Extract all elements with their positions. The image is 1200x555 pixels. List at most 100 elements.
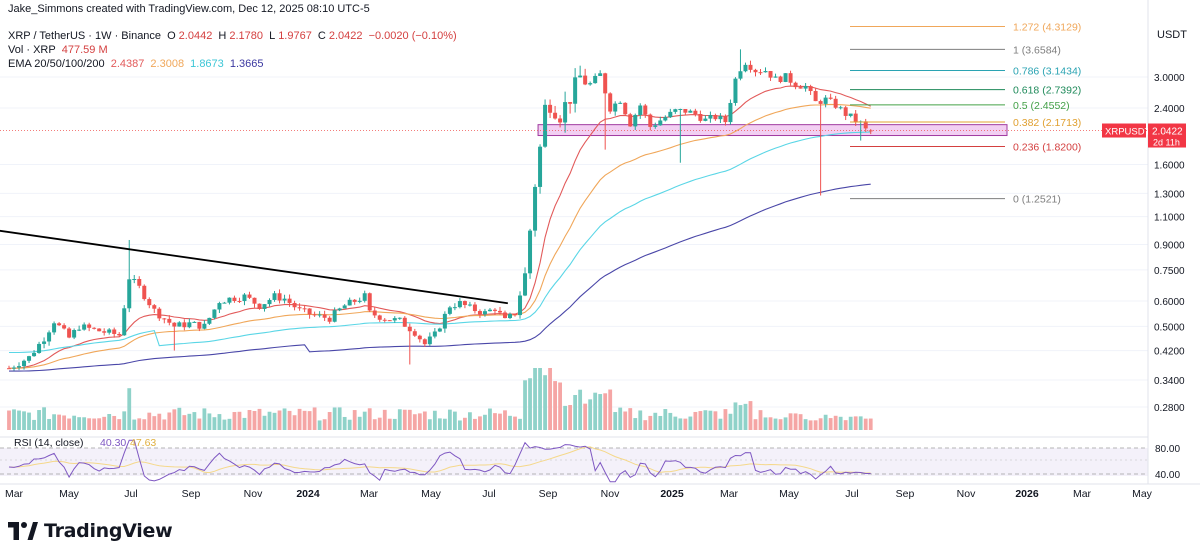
candle-body-148 xyxy=(748,64,753,70)
volume-bar-149 xyxy=(753,419,758,430)
candle-body-61 xyxy=(312,314,317,316)
time-tick-11: 2025 xyxy=(660,488,684,500)
volume-bar-9 xyxy=(52,414,56,430)
trendline[interactable] xyxy=(0,229,508,305)
candle-body-147 xyxy=(743,64,748,72)
volume-bar-18 xyxy=(97,418,102,430)
volume-bar-162 xyxy=(818,418,823,430)
volume-bar-147 xyxy=(743,403,748,430)
grid-lines xyxy=(0,76,1148,408)
volume-bar-62 xyxy=(317,420,322,430)
volume-bar-105 xyxy=(533,368,537,430)
volume-bar-4 xyxy=(27,412,31,430)
candle-body-136 xyxy=(688,110,693,113)
volume-bar-80 xyxy=(407,409,412,430)
symbol-tag-bg xyxy=(1102,123,1146,138)
fibonacci-retracement[interactable]: 1.272 (4.3129) 1 (3.6584) 0.786 (3.1434) 0.… xyxy=(0,21,1148,206)
volume-bar-114 xyxy=(578,389,583,430)
ema-legend[interactable]: EMA 20/50/100/200 2.4387 2.3008 1.8673 1… xyxy=(8,58,267,70)
candle-body-57 xyxy=(292,302,297,308)
volume-bar-35 xyxy=(182,415,187,430)
candlesticks[interactable] xyxy=(7,49,873,371)
candle-body-107 xyxy=(543,104,548,147)
price-tick-11: 0.2800 xyxy=(1154,403,1185,414)
candle-body-140 xyxy=(708,115,713,119)
volume-bar-48 xyxy=(247,410,252,430)
candle-body-46 xyxy=(237,300,242,302)
volume-bar-93 xyxy=(473,418,477,430)
candle-body-130 xyxy=(658,120,663,126)
candle-body-122 xyxy=(618,102,623,104)
candle-body-117 xyxy=(593,75,598,84)
price-tick-7: 0.6000 xyxy=(1154,297,1185,308)
volume-bar-60 xyxy=(307,411,312,430)
time-tick-19: May xyxy=(1132,488,1153,500)
volume-bar-50 xyxy=(257,408,262,430)
candle-body-88 xyxy=(447,307,452,314)
volume-bar-148 xyxy=(748,401,753,430)
price-axis[interactable]: USDT 3.0000 2.4000 1.6000 1.3000 1.1000 0.9000… xyxy=(1102,0,1187,484)
candle-body-123 xyxy=(623,102,628,115)
volume-bar-55 xyxy=(282,408,287,430)
candle-body-22 xyxy=(117,333,122,336)
volume-bar-45 xyxy=(232,412,237,430)
price-tick-4: 1.1000 xyxy=(1154,213,1185,224)
ema50-line xyxy=(9,103,871,369)
candle-body-154 xyxy=(778,76,783,82)
time-tick-5: 2024 xyxy=(296,488,320,500)
volume-bar-154 xyxy=(778,419,783,430)
currency-label: USDT xyxy=(1157,29,1187,41)
candle-body-102 xyxy=(518,295,523,316)
volume-legend[interactable]: Vol · XRP 477.59 M xyxy=(8,44,111,56)
time-axis[interactable]: Mar May Jul Sep Nov 2024 Mar May Jul Sep Nov 2025 Ma… xyxy=(0,483,1200,500)
candle-body-48 xyxy=(247,294,252,298)
candle-body-14 xyxy=(77,329,82,331)
candle-body-159 xyxy=(803,86,808,89)
volume-bar-127 xyxy=(643,420,648,430)
candle-body-171 xyxy=(863,121,868,129)
volume-bar-22 xyxy=(117,419,122,430)
candle-body-118 xyxy=(598,73,603,76)
volume-bar-59 xyxy=(302,410,307,430)
candle-body-126 xyxy=(638,105,643,115)
volume-bar-29 xyxy=(152,416,157,430)
rsi-pane[interactable]: RSI (14, close) 40.30 47.63 80.00 40.00 xyxy=(0,436,1180,483)
price-tick-3: 1.3000 xyxy=(1154,189,1185,200)
volume-bar-46 xyxy=(237,411,242,430)
tradingview-logo[interactable]: TradingView xyxy=(8,518,173,544)
candle-body-91 xyxy=(462,301,467,306)
tradingview-logo-text: TradingView xyxy=(44,520,173,542)
candle-body-109 xyxy=(553,112,558,119)
candle-body-120 xyxy=(608,93,613,112)
ema200-value: 1.3665 xyxy=(229,58,264,70)
fib-label-2: 0.786 (3.1434) xyxy=(1013,66,1081,78)
volume-bar-90 xyxy=(458,420,462,430)
candle-body-141 xyxy=(713,115,718,120)
volume-bar-20 xyxy=(107,414,112,430)
symbol-title[interactable]: XRP / TetherUS · 1W · Binance xyxy=(8,30,162,42)
candle-body-93 xyxy=(472,304,477,312)
volume-bar-135 xyxy=(683,418,688,430)
volume-bar-88 xyxy=(447,409,452,430)
candle-body-63 xyxy=(322,314,327,318)
time-tick-4: Nov xyxy=(244,488,263,500)
volume-bar-19 xyxy=(102,416,107,430)
volume-bar-31 xyxy=(162,419,167,430)
volume-bar-156 xyxy=(788,413,793,430)
candle-body-38 xyxy=(197,321,202,329)
ema100-line xyxy=(9,131,871,354)
candle-body-105 xyxy=(533,186,538,231)
candle-body-58 xyxy=(297,307,302,309)
candle-body-31 xyxy=(162,318,167,320)
candle-body-169 xyxy=(853,113,858,122)
ema20-line xyxy=(8,85,871,369)
candle-body-23 xyxy=(122,308,127,336)
volume-bar-42 xyxy=(217,414,222,430)
volume-bar-1 xyxy=(12,409,16,430)
candle-body-35 xyxy=(182,322,187,328)
price-tick-6: 0.7500 xyxy=(1154,266,1185,277)
volume-bar-100 xyxy=(508,415,512,430)
candle-body-152 xyxy=(768,71,773,78)
volume-bar-24 xyxy=(127,388,132,430)
